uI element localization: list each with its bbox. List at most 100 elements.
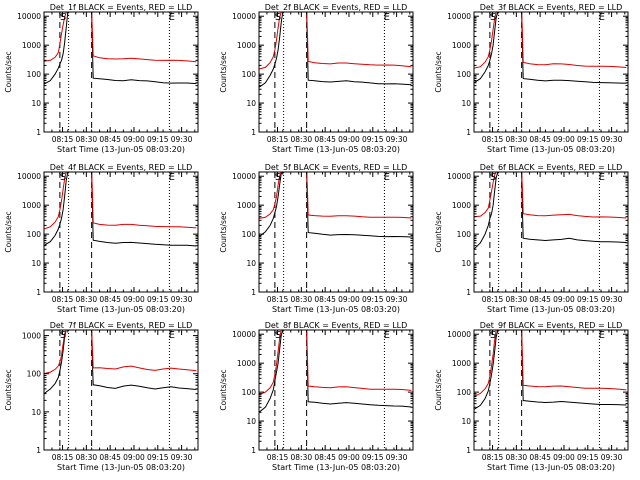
series-lld-line xyxy=(259,330,412,396)
series-events-line xyxy=(474,330,627,410)
marker-s: S xyxy=(275,172,281,183)
y-axis-label: Counts/sec xyxy=(219,51,228,92)
y-tick-label: 10 xyxy=(461,417,471,426)
y-tick-label: 10000 xyxy=(17,172,41,181)
x-tick-label: 08:45 xyxy=(314,135,336,144)
y-tick-label: 1 xyxy=(36,288,41,297)
x-tick-label: 09:00 xyxy=(338,135,360,144)
x-tick-label: 08:15 xyxy=(52,135,74,144)
x-axis-label: Start Time (13-Jun-05 08:03:20) xyxy=(272,305,400,314)
x-tick-label: 08:45 xyxy=(99,295,121,304)
y-tick-label: 1000 xyxy=(237,201,256,210)
x-tick-label: 08:45 xyxy=(99,453,121,462)
x-tick-label: 09:15 xyxy=(577,453,599,462)
x-axis-label: Start Time (13-Jun-05 08:03:20) xyxy=(487,305,615,314)
y-axis-label: Counts/sec xyxy=(434,51,443,92)
x-tick-label: 09:15 xyxy=(147,453,169,462)
x-axis-label: Start Time (13-Jun-05 08:03:20) xyxy=(57,305,185,314)
series-events-line xyxy=(259,172,412,238)
y-tick-label: 1000 xyxy=(237,41,256,50)
plot-frame xyxy=(473,329,629,451)
chart-title: Det_9f BLACK = Events, RED = LLD xyxy=(480,321,623,330)
x-tick-label: 09:30 xyxy=(601,453,623,462)
x-tick-label: 09:00 xyxy=(123,453,145,462)
x-axis-label: Start Time (13-Jun-05 08:03:20) xyxy=(272,145,400,154)
x-tick-label: 08:15 xyxy=(482,295,504,304)
y-tick-label: 10000 xyxy=(232,172,256,181)
x-tick-label: 08:15 xyxy=(482,453,504,462)
marker-e: E xyxy=(599,12,605,23)
y-axis-label: Counts/sec xyxy=(4,211,13,252)
x-tick-label: 09:00 xyxy=(553,295,575,304)
marker-e: E xyxy=(599,172,605,183)
chart-title: Det_2f BLACK = Events, RED = LLD xyxy=(265,3,408,12)
x-tick-label: 09:00 xyxy=(553,135,575,144)
plot-frame xyxy=(43,11,199,133)
plot-frame xyxy=(43,171,199,293)
y-tick-label: 10000 xyxy=(447,330,471,339)
y-tick-label: 1000 xyxy=(237,359,256,368)
plot-frame xyxy=(258,171,414,293)
x-tick-label: 09:00 xyxy=(338,295,360,304)
x-tick-label: 08:15 xyxy=(267,453,289,462)
y-tick-label: 1 xyxy=(36,446,41,455)
plot-frame xyxy=(258,11,414,133)
marker-s: S xyxy=(275,12,281,23)
series-lld-line xyxy=(44,12,197,63)
marker-s: S xyxy=(60,172,66,183)
y-tick-label: 100 xyxy=(457,388,472,397)
y-axis-label: Counts/sec xyxy=(434,211,443,252)
x-tick-label: 08:30 xyxy=(76,453,98,462)
marker-s: S xyxy=(490,172,496,183)
x-tick-label: 08:45 xyxy=(529,135,551,144)
plot-frame xyxy=(43,329,199,451)
x-tick-label: 08:45 xyxy=(314,295,336,304)
x-tick-label: 08:30 xyxy=(506,295,528,304)
marker-s: S xyxy=(60,330,66,341)
y-tick-label: 1 xyxy=(251,128,256,137)
x-tick-label: 09:30 xyxy=(386,135,408,144)
x-tick-label: 09:30 xyxy=(601,135,623,144)
y-tick-label: 1000 xyxy=(22,332,41,341)
y-tick-label: 10 xyxy=(31,259,41,268)
series-lld-line xyxy=(474,172,627,219)
x-tick-label: 08:30 xyxy=(76,295,98,304)
marker-e: E xyxy=(599,330,605,341)
series-lld-line xyxy=(44,172,197,230)
chart-title: Det_5f BLACK = Events, RED = LLD xyxy=(265,163,408,172)
x-tick-label: 08:15 xyxy=(52,453,74,462)
y-tick-label: 100 xyxy=(27,370,42,379)
marker-e: E xyxy=(384,172,390,183)
x-tick-label: 08:30 xyxy=(291,295,313,304)
x-tick-label: 08:15 xyxy=(482,135,504,144)
x-axis-label: Start Time (13-Jun-05 08:03:20) xyxy=(272,463,400,472)
x-tick-label: 09:15 xyxy=(147,295,169,304)
chart-title: Det_3f BLACK = Events, RED = LLD xyxy=(480,3,623,12)
y-tick-label: 10 xyxy=(246,259,256,268)
y-tick-label: 10 xyxy=(246,99,256,108)
chart-title: Det_4f BLACK = Events, RED = LLD xyxy=(50,163,193,172)
chart-title: Det_7f BLACK = Events, RED = LLD xyxy=(50,321,193,330)
marker-e: E xyxy=(169,330,175,341)
y-axis-label: Counts/sec xyxy=(434,369,443,410)
y-tick-label: 100 xyxy=(27,230,42,239)
y-axis-label: Counts/sec xyxy=(219,211,228,252)
x-tick-label: 08:30 xyxy=(506,135,528,144)
y-tick-label: 100 xyxy=(457,230,472,239)
x-tick-label: 09:30 xyxy=(386,295,408,304)
x-tick-label: 08:15 xyxy=(267,295,289,304)
y-tick-label: 1000 xyxy=(452,359,471,368)
x-tick-label: 08:30 xyxy=(291,135,313,144)
y-tick-label: 10 xyxy=(31,99,41,108)
marker-e: E xyxy=(169,172,175,183)
series-lld-line xyxy=(474,330,627,398)
series-events-line xyxy=(44,172,197,247)
x-axis-label: Start Time (13-Jun-05 08:03:20) xyxy=(57,145,185,154)
y-tick-label: 1000 xyxy=(22,201,41,210)
